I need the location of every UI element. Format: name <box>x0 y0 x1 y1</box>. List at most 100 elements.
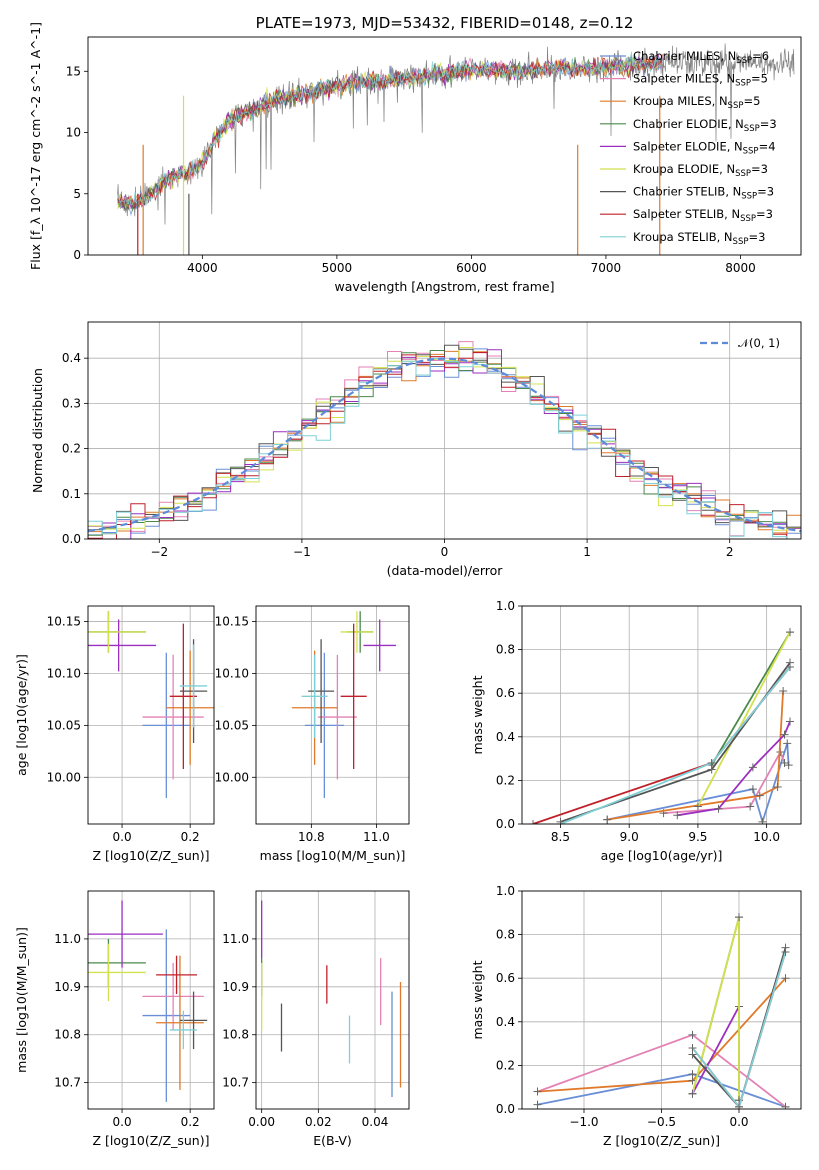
y-tick-label: 0.4 <box>496 1015 515 1029</box>
mass-weight-marker <box>748 785 757 794</box>
mass-weight-marker <box>786 717 795 726</box>
x-tick-label: −0.5 <box>647 1115 676 1129</box>
x-tick-label: 0 <box>441 545 449 559</box>
x-tick-label: 0.00 <box>248 1115 275 1129</box>
mass-weight-marker <box>780 730 789 739</box>
mass-weight-line <box>697 631 791 808</box>
mass-weight-marker <box>707 758 716 767</box>
legend-entry: Chabrier STELIB, NSSP=3 <box>633 185 774 202</box>
mass-weight-line <box>710 631 791 766</box>
y-tick-label: 10.00 <box>47 770 81 784</box>
y-tick-label: 0.6 <box>496 971 515 985</box>
legend-entry: Kroupa MILES, NSSP=5 <box>633 94 760 111</box>
x-tick-label: 0.0 <box>729 1115 748 1129</box>
y-tick-label: 0.2 <box>62 442 81 456</box>
mass-weight-marker <box>603 815 612 824</box>
legend-entry: Salpeter STELIB, NSSP=3 <box>633 207 773 224</box>
y-tick-label: 0.4 <box>62 351 81 365</box>
mass-weight-marker <box>786 663 795 672</box>
y-tick-label: 0.2 <box>496 773 515 787</box>
mass-weight-marker <box>735 1102 743 1109</box>
axes-frame <box>255 890 410 1110</box>
axes-frame <box>521 890 802 1110</box>
mass-weight-marker <box>533 1087 542 1096</box>
axes-frame <box>87 605 215 825</box>
y-tick-label: 1.0 <box>496 599 515 613</box>
y-axis-label: mass weight <box>470 960 485 1039</box>
x-tick-label: 8000 <box>725 261 756 275</box>
y-tick-label: 0.4 <box>496 730 515 744</box>
mass-weight-marker <box>746 802 755 811</box>
mass-weight-marker <box>755 791 764 800</box>
mass-weight-marker <box>673 811 682 820</box>
mass-weight-marker <box>688 1030 697 1039</box>
x-tick-label: 10.8 <box>298 830 325 844</box>
x-tick-label: 9.5 <box>688 830 707 844</box>
mass-weight-marker <box>786 628 795 637</box>
age_vs_Z-plot-area <box>88 611 214 799</box>
y-tick-label: 0.1 <box>62 487 81 501</box>
x-axis-label: E(B-V) <box>313 1133 352 1148</box>
axes-frame <box>521 605 802 825</box>
x-axis-label: Z [log10(Z/Z_sun)] <box>603 1133 720 1148</box>
x-tick-label: 4000 <box>187 261 218 275</box>
mass-weight-marker <box>556 820 565 824</box>
mass_vs_Z-plot-area <box>88 900 208 1102</box>
mass-weight-line <box>532 666 791 824</box>
weight_vs_Z-plot-area <box>533 913 790 1109</box>
x-tick-label: 2 <box>726 545 734 559</box>
x-axis-label: Z [log10(Z/Z_sun)] <box>93 1133 210 1148</box>
x-tick-label: 8.5 <box>551 830 570 844</box>
model-spectrum <box>117 54 663 210</box>
mass-weight-marker <box>780 758 789 767</box>
y-tick-label: 0.2 <box>496 1058 515 1072</box>
axes-frame <box>255 605 410 825</box>
mass-weight-marker <box>735 913 743 922</box>
y-tick-label: 10.00 <box>215 770 249 784</box>
mass-weight-marker <box>693 802 702 811</box>
mass-weight-marker <box>781 974 790 983</box>
y-tick-label: 11.0 <box>54 932 81 946</box>
x-axis-label: age [log10(age/yr)] <box>601 848 723 863</box>
y-tick-label: 10.9 <box>54 980 81 994</box>
x-tick-label: 0.2 <box>181 1115 200 1129</box>
y-axis-label: mass weight <box>470 675 485 754</box>
y-tick-label: 15 <box>66 64 81 78</box>
legend-entry: Chabrier MILES, NSSP=6 <box>633 49 769 66</box>
mass-weight-marker <box>781 948 790 957</box>
residuals-plot-area <box>88 341 801 539</box>
y-tick-label: 0.8 <box>496 928 515 942</box>
mass-weight-marker <box>748 763 757 772</box>
y-tick-label: 0.0 <box>496 817 515 831</box>
mass-weight-marker <box>779 687 788 696</box>
axes-frame <box>87 321 802 540</box>
x-tick-label: 6000 <box>456 261 487 275</box>
model-spectrum <box>117 55 663 211</box>
y-tick-label: 5 <box>73 187 81 201</box>
y-tick-label: 1.0 <box>496 884 515 898</box>
x-tick-label: 11.0 <box>363 830 390 844</box>
mass-weight-marker <box>533 1100 542 1109</box>
mass-weight-marker <box>688 1089 697 1098</box>
axes-frame <box>87 36 802 256</box>
x-tick-label: 9.0 <box>620 830 639 844</box>
legend-entry: Salpeter MILES, NSSP=5 <box>633 72 768 89</box>
y-tick-label: 11.0 <box>222 932 249 946</box>
y-axis-label: Normed distribution <box>30 368 45 493</box>
mass-weight-line <box>691 1006 740 1095</box>
y-tick-label: 10.10 <box>47 666 81 680</box>
y-tick-label: 0.0 <box>496 1102 515 1116</box>
y-tick-label: 10.8 <box>222 1028 249 1042</box>
y-tick-label: 10.15 <box>215 615 249 629</box>
y-tick-label: 0.8 <box>496 643 515 657</box>
y-tick-label: 10.9 <box>222 980 249 994</box>
x-axis-label: (data-model)/error <box>387 563 504 578</box>
age_vs_mass-plot-area <box>291 611 396 799</box>
y-tick-label: 10.05 <box>215 718 249 732</box>
legend-entry: Kroupa STELIB, NSSP=3 <box>633 230 765 247</box>
x-tick-label: 10.0 <box>753 830 780 844</box>
model-spectrum <box>117 51 663 207</box>
figure-title: PLATE=1973, MJD=53432, FIBERID=0148, z=0… <box>256 14 634 32</box>
legend-entry: Kroupa ELODIE, NSSP=3 <box>633 162 768 179</box>
